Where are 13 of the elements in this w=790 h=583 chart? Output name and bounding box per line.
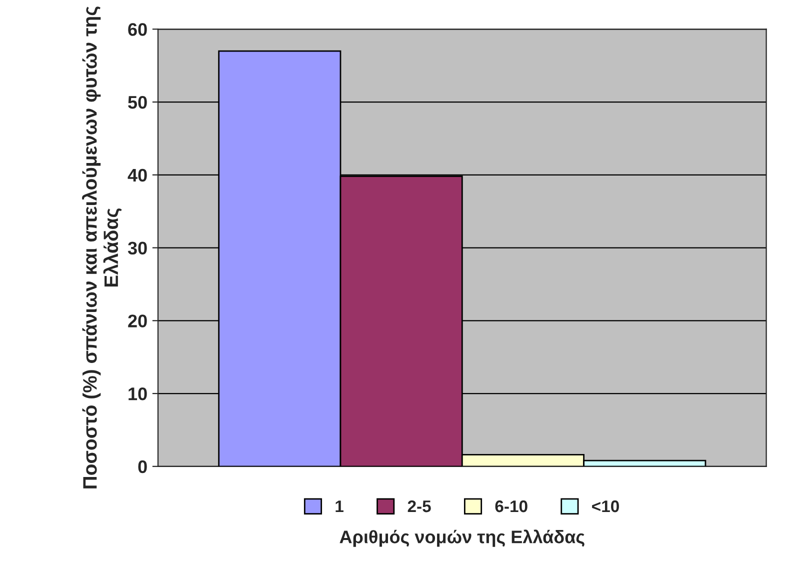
x-axis-title: Αριθμός νομών της Ελλάδας: [340, 530, 584, 547]
y-axis-title: Ποσοστό (%) σπάνιων και απειλούμενων φυτών της Ελλάδας: [82, 6, 122, 488]
y-tick-label: 60: [128, 23, 147, 36]
y-tick-label: 20: [128, 314, 147, 328]
y-tick-label: 30: [128, 242, 147, 255]
y-tick-label: 40: [128, 168, 147, 182]
y-tick-label: 10: [128, 387, 147, 400]
legend-label: 2-5: [408, 500, 431, 512]
legend-label: 6-10: [495, 500, 528, 512]
y-tick-label: 50: [128, 96, 147, 109]
legend-label: 1: [336, 500, 344, 512]
y-tick-label: 0: [138, 460, 147, 474]
legend-label: <10: [592, 500, 619, 512]
